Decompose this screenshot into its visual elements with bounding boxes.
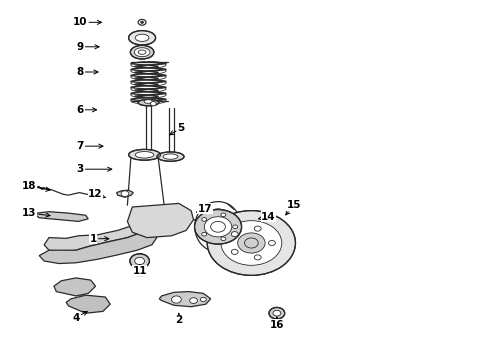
Polygon shape [54, 278, 96, 296]
Text: 10: 10 [73, 17, 101, 27]
Circle shape [231, 231, 238, 237]
Circle shape [254, 255, 261, 260]
Ellipse shape [128, 149, 161, 160]
Circle shape [202, 233, 207, 236]
Circle shape [231, 249, 238, 255]
Text: 3: 3 [76, 164, 112, 174]
Circle shape [221, 237, 226, 240]
Circle shape [254, 226, 261, 231]
Text: 1: 1 [90, 234, 109, 244]
Circle shape [195, 210, 242, 244]
Circle shape [135, 257, 145, 265]
Circle shape [238, 233, 265, 253]
Circle shape [207, 211, 295, 275]
Circle shape [269, 307, 285, 319]
Circle shape [200, 297, 206, 302]
Circle shape [233, 225, 238, 229]
Text: 15: 15 [286, 200, 301, 215]
Text: 17: 17 [197, 204, 212, 214]
Ellipse shape [138, 99, 159, 106]
Text: 7: 7 [76, 141, 103, 151]
Text: 6: 6 [76, 105, 97, 115]
Text: 11: 11 [132, 265, 147, 276]
Circle shape [204, 217, 232, 237]
Ellipse shape [128, 31, 156, 45]
Ellipse shape [130, 45, 154, 59]
Polygon shape [39, 232, 157, 264]
Ellipse shape [163, 154, 178, 159]
Polygon shape [117, 190, 133, 197]
Polygon shape [44, 223, 147, 252]
Circle shape [138, 19, 146, 25]
Circle shape [202, 217, 207, 221]
Circle shape [172, 296, 181, 303]
Text: 16: 16 [270, 317, 284, 330]
Text: 13: 13 [22, 208, 50, 218]
Text: 12: 12 [88, 189, 105, 199]
Ellipse shape [135, 34, 149, 41]
Circle shape [121, 191, 129, 197]
Circle shape [269, 240, 275, 246]
Text: 18: 18 [22, 181, 50, 191]
Ellipse shape [157, 152, 184, 161]
Polygon shape [37, 212, 88, 221]
Text: 8: 8 [76, 67, 98, 77]
Circle shape [190, 298, 197, 303]
Ellipse shape [144, 100, 153, 103]
Ellipse shape [135, 152, 154, 158]
Text: 4: 4 [72, 311, 87, 323]
Polygon shape [127, 203, 194, 238]
Text: 9: 9 [76, 42, 99, 52]
Circle shape [150, 102, 156, 106]
Circle shape [221, 221, 282, 265]
Circle shape [273, 310, 281, 316]
Text: 14: 14 [259, 212, 276, 222]
Circle shape [141, 21, 144, 23]
Ellipse shape [134, 48, 150, 57]
Polygon shape [66, 295, 110, 313]
Text: 5: 5 [170, 123, 185, 135]
Circle shape [221, 213, 226, 217]
Text: 2: 2 [175, 314, 182, 325]
Circle shape [130, 254, 149, 268]
Polygon shape [159, 292, 211, 307]
